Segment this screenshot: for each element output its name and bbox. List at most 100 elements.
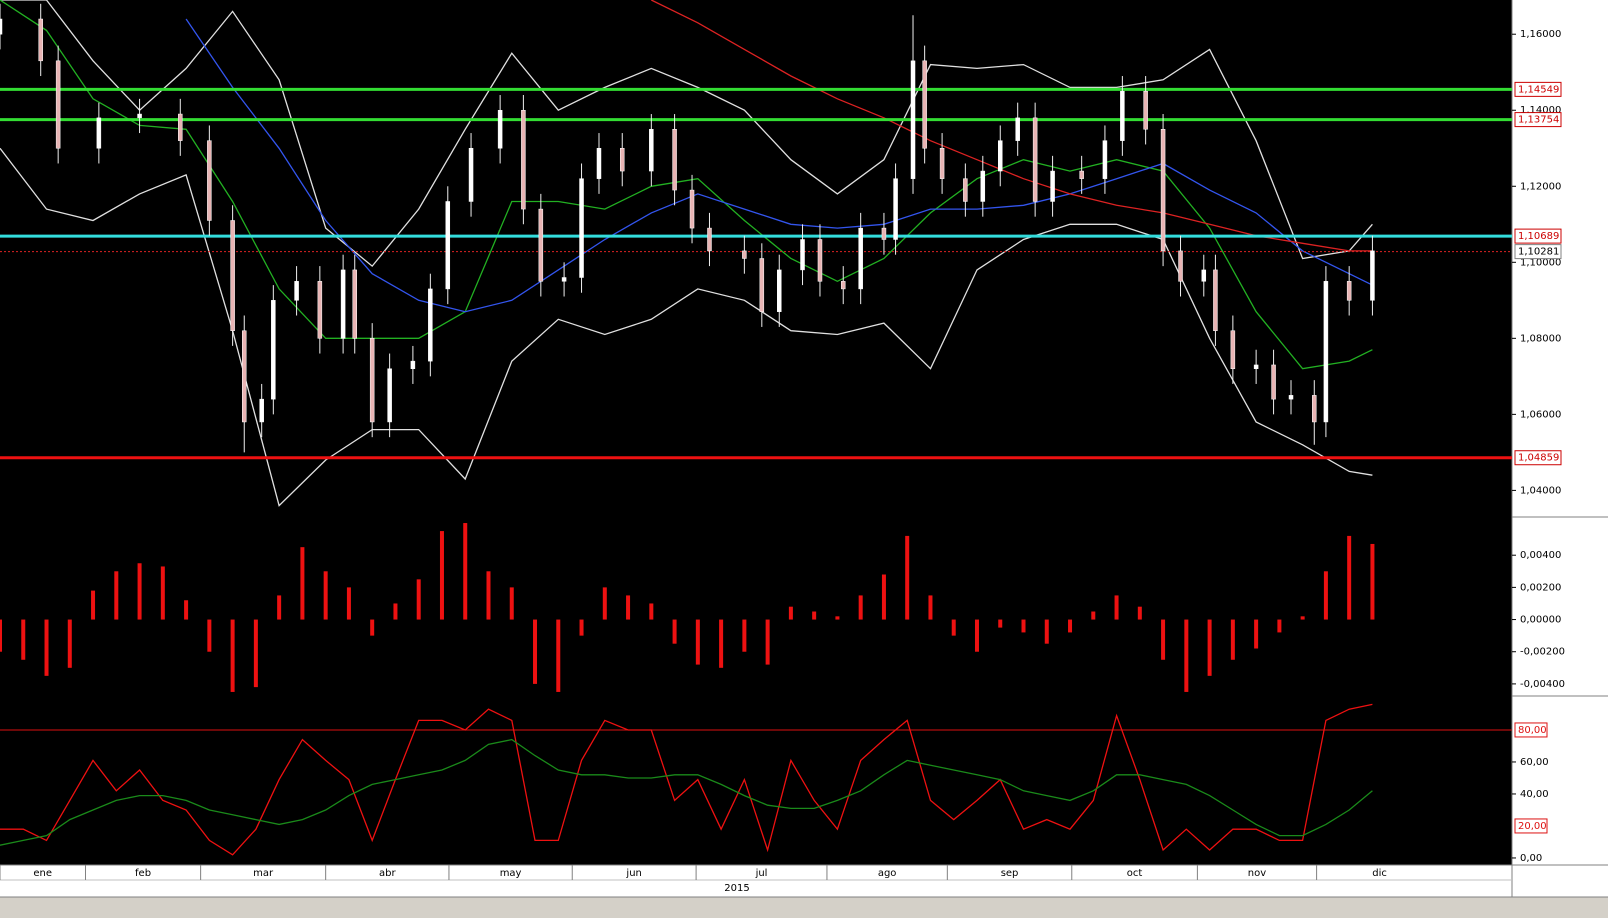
candle-body xyxy=(230,220,235,331)
candle-body xyxy=(410,360,416,369)
bottom-axis-background xyxy=(0,865,1608,897)
indicator-line xyxy=(185,18,1373,313)
histogram-bar xyxy=(137,563,142,620)
panel xyxy=(0,523,1375,692)
y-tick-label: 60,00 xyxy=(1520,757,1549,768)
histogram-bar xyxy=(1230,619,1235,660)
histogram-bar xyxy=(160,566,165,620)
candle-body xyxy=(294,281,299,301)
candle-body xyxy=(922,60,927,149)
histogram-bar xyxy=(184,600,189,620)
candle-body xyxy=(1213,269,1218,331)
candle-body xyxy=(1160,129,1166,252)
x-tick-label: sep xyxy=(1001,868,1019,879)
histogram-bar xyxy=(370,619,375,636)
x-tick-label: ene xyxy=(33,868,52,879)
y-tick-label: 1,16000 xyxy=(1520,29,1561,40)
candle-body xyxy=(207,140,212,221)
oscillator-line xyxy=(0,738,1373,846)
candle-body xyxy=(137,113,142,119)
level-label: 80,00 xyxy=(1518,725,1547,736)
histogram-bar xyxy=(277,595,282,620)
histogram-bar xyxy=(253,619,258,688)
candle-body xyxy=(800,239,805,271)
candle-body xyxy=(1015,117,1020,141)
candle-body xyxy=(817,239,823,282)
candle-body xyxy=(561,277,567,282)
histogram-bar xyxy=(928,595,933,620)
histogram-bar xyxy=(533,619,538,684)
histogram-bar xyxy=(439,531,444,620)
candle-body xyxy=(96,117,102,149)
histogram-bar xyxy=(835,616,840,620)
candle-body xyxy=(777,269,782,312)
histogram-bar xyxy=(300,547,305,620)
candle-body xyxy=(1346,281,1352,301)
histogram-bar xyxy=(1068,619,1073,633)
candle-body xyxy=(0,18,3,35)
level-label-box xyxy=(1514,818,1548,834)
histogram-bar xyxy=(0,619,2,652)
x-tick-label: may xyxy=(500,868,522,879)
histogram-bar xyxy=(1347,535,1352,620)
candle-body xyxy=(980,170,986,202)
histogram-bar xyxy=(858,595,863,620)
x-tick-label: jun xyxy=(625,868,641,879)
candle-body xyxy=(445,201,451,290)
candle-body xyxy=(939,148,945,179)
x-tick-label: ago xyxy=(878,868,897,879)
level-label-box xyxy=(1514,81,1562,97)
candle-body xyxy=(178,113,183,141)
candle-body xyxy=(387,368,392,423)
histogram-bar xyxy=(672,619,677,644)
x-tick-label: mar xyxy=(253,868,274,879)
candle-body xyxy=(468,148,474,202)
histogram-bar xyxy=(626,595,631,620)
histogram-bar xyxy=(463,523,468,620)
level-label: 1,10281 xyxy=(1518,247,1559,258)
candle-body xyxy=(1253,364,1259,369)
histogram-bar xyxy=(1161,619,1166,660)
histogram-bar xyxy=(788,606,793,620)
x-tick-label: feb xyxy=(135,868,151,879)
candle-body xyxy=(910,60,916,179)
histogram-bar xyxy=(1184,619,1189,692)
histogram-bar xyxy=(881,574,886,620)
histogram-bar xyxy=(719,619,724,668)
indicator-line xyxy=(0,0,1373,268)
histogram-bar xyxy=(1137,606,1142,620)
histogram-bar xyxy=(765,619,770,665)
y-tick-label: 1,14000 xyxy=(1520,105,1561,116)
candle-body xyxy=(538,208,544,282)
histogram-bar xyxy=(1323,571,1328,620)
level-label-box xyxy=(1514,244,1562,260)
histogram-bar xyxy=(207,619,212,652)
y-tick-label: 1,06000 xyxy=(1520,409,1561,420)
y-tick-label: 0,00200 xyxy=(1520,582,1561,593)
histogram-bar xyxy=(602,587,607,620)
candle-body xyxy=(1079,170,1084,179)
candle-body xyxy=(259,398,264,423)
candle-body xyxy=(1370,250,1375,301)
histogram-bar xyxy=(1207,619,1212,676)
histogram-bar xyxy=(230,619,235,692)
level-label-box xyxy=(1514,112,1562,128)
histogram-bar xyxy=(905,535,910,620)
candle-body xyxy=(1143,90,1148,130)
histogram-bar xyxy=(998,619,1003,628)
x-tick-label: abr xyxy=(379,868,396,879)
level-label: 1,14549 xyxy=(1518,84,1559,95)
y-tick-label: -0,00400 xyxy=(1520,679,1565,690)
y-tick-label: 1,08000 xyxy=(1520,333,1561,344)
candle-body xyxy=(38,18,43,62)
candle-body xyxy=(340,269,346,339)
candle-body xyxy=(707,227,712,252)
candle-body xyxy=(1032,117,1038,202)
candle-body xyxy=(893,178,898,240)
level-label: 20,00 xyxy=(1518,821,1547,832)
candle-body xyxy=(649,129,654,172)
histogram-bar xyxy=(91,590,96,620)
candle-body xyxy=(840,281,846,290)
